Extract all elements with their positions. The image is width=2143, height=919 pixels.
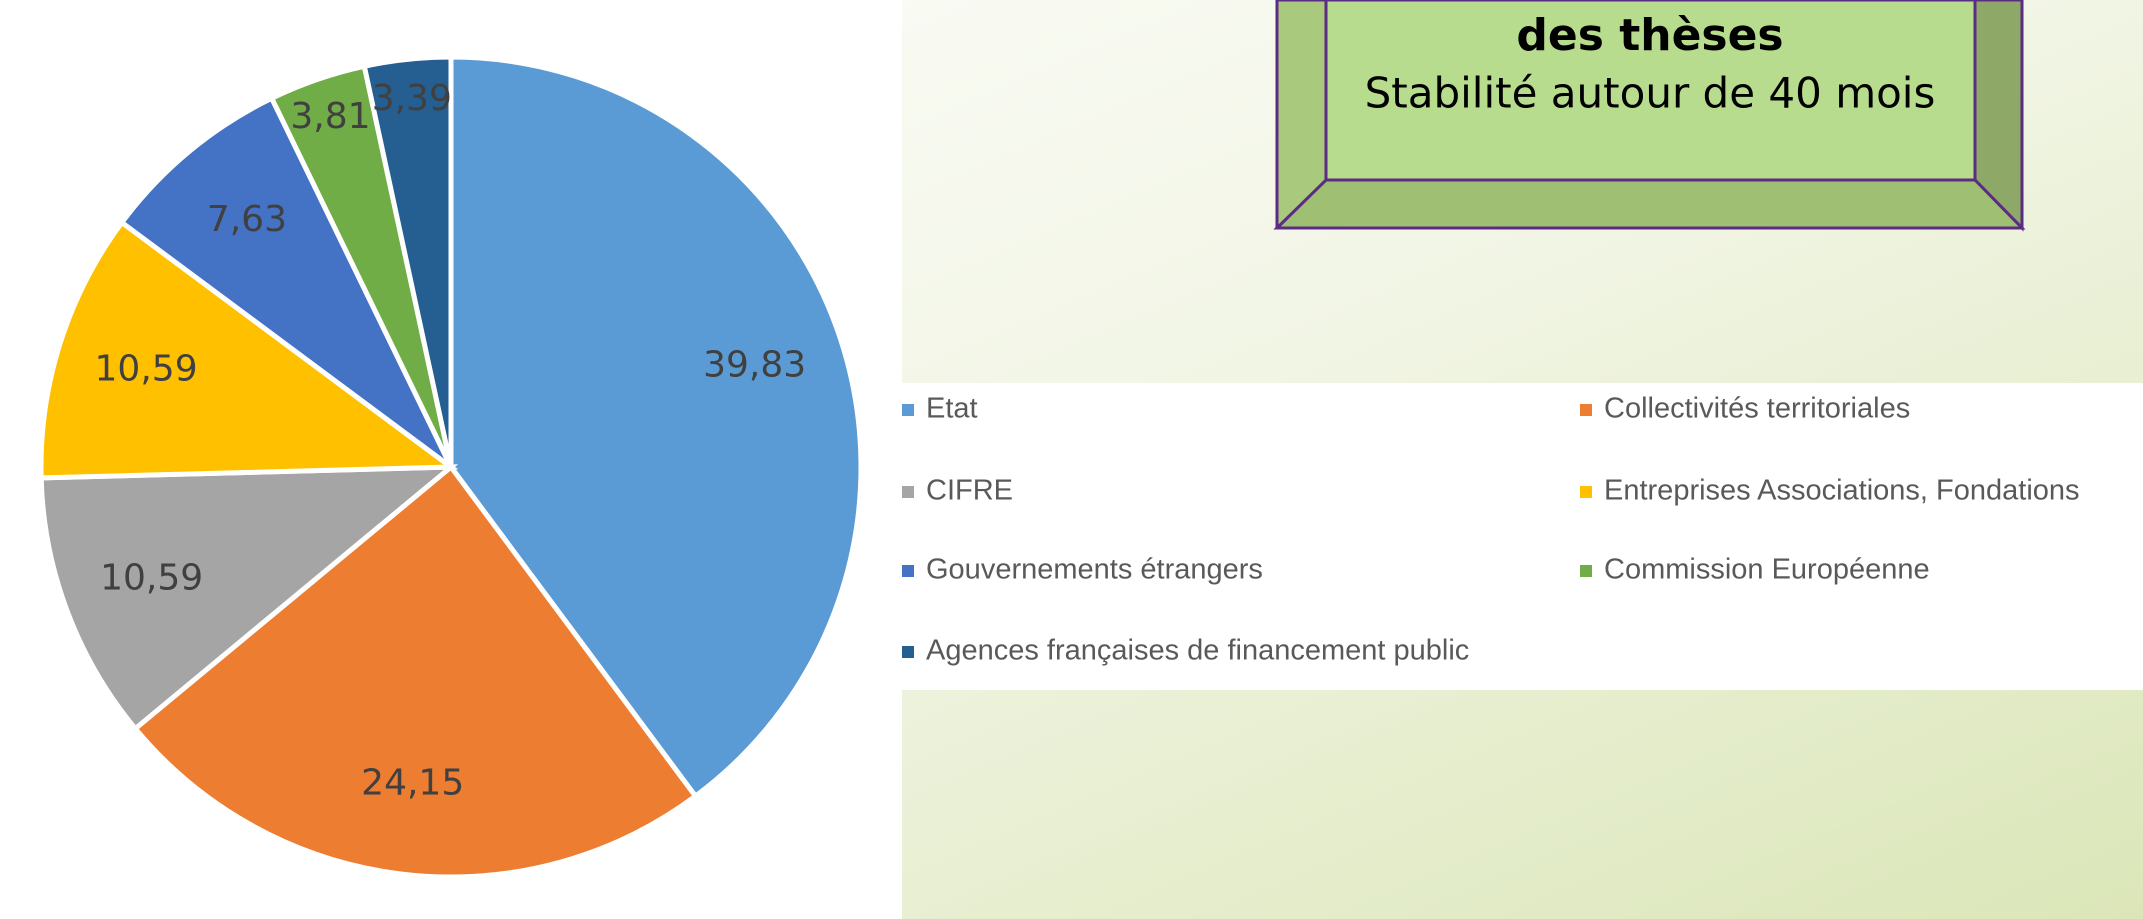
- box-face: [1324, 0, 1977, 182]
- legend-label: Collectivités territoriales: [1604, 393, 1910, 425]
- data-label: 10,59: [95, 349, 198, 390]
- text-box: des thèses Stabilité autour de 40 mois: [1273, 0, 2026, 232]
- legend-swatch: [902, 646, 914, 658]
- box-title: des thèses: [1516, 10, 1783, 61]
- legend-label: Commission Européenne: [1604, 554, 1930, 586]
- box-text: Stabilité autour de 40 mois: [1365, 69, 1936, 118]
- pie-slice: [361, 54, 454, 468]
- data-label: 24,15: [361, 762, 464, 803]
- data-label: 39,83: [703, 345, 806, 386]
- legend-swatch: [902, 486, 914, 498]
- legend-swatch: [902, 404, 914, 416]
- legend-label: Agences françaises de financement public: [926, 635, 1469, 667]
- data-label: 7,63: [207, 199, 287, 240]
- legend-label: CIFRE: [926, 475, 1013, 507]
- legend-area: [875, 383, 2143, 690]
- data-label: 3,81: [290, 96, 370, 137]
- legend-swatch: [1580, 565, 1592, 577]
- data-label: 10,59: [100, 557, 203, 598]
- data-label: 3,39: [372, 78, 452, 119]
- legend-swatch: [902, 565, 914, 577]
- pie-slice: [38, 464, 459, 733]
- legend-label: Gouvernements étrangers: [926, 554, 1263, 586]
- pie-slice: [118, 94, 454, 470]
- pie-slice: [448, 54, 864, 800]
- pie-slice: [38, 219, 459, 481]
- legend-label: Etat: [926, 393, 978, 425]
- legend-swatch: [1580, 486, 1592, 498]
- legend-swatch: [1580, 404, 1592, 416]
- box-bevel: [1273, 178, 2026, 230]
- legend-label: Entreprises Associations, Fondations: [1604, 475, 2080, 507]
- pie-slice: [131, 463, 699, 880]
